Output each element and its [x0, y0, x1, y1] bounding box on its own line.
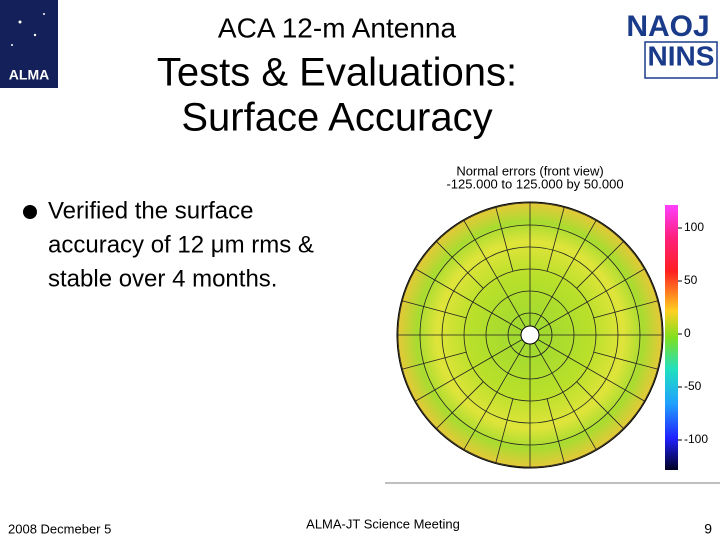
grid-spoke [495, 398, 514, 464]
bullet-line: Verified the surface [48, 197, 253, 224]
grid-spoke [537, 339, 646, 402]
grid-spoke [435, 381, 484, 430]
bullet-line: accuracy of 12 μm rms & [48, 231, 314, 258]
subtitle: ACA 12-m Antenna [218, 12, 457, 43]
grid-spoke [546, 398, 565, 464]
colorbar-tick-label: 100 [684, 220, 704, 234]
colorbar-tick-label: 0 [684, 326, 691, 340]
nins-logo-box [644, 41, 718, 79]
dish-center [520, 325, 540, 345]
footer-date: 2008 Decmeber 5 [8, 521, 111, 536]
colorbar-tick-label: -50 [684, 379, 702, 393]
footer-event: ALMA-JT Science Meeting [306, 516, 460, 531]
grid-spoke [463, 219, 526, 328]
bullet-dot [23, 205, 37, 219]
alma-logo-text: ALMA [9, 67, 49, 83]
title-line: Tests & Evaluations: [157, 51, 517, 95]
nins-logo-text: NINS [648, 40, 715, 71]
grid-spoke [401, 351, 467, 370]
grid-spoke [576, 381, 625, 430]
grid-spoke [534, 342, 597, 451]
grid-spoke [546, 206, 565, 272]
title-line: Surface Accuracy [181, 96, 492, 140]
grid-spoke [463, 342, 526, 451]
page-number: 9 [704, 521, 712, 537]
grid-spoke [495, 206, 514, 272]
colorbar [665, 205, 678, 470]
grid-spoke [435, 240, 484, 289]
grid-spoke [537, 268, 646, 331]
grid-spoke [401, 300, 467, 319]
grid-spoke [414, 268, 523, 331]
grid-spoke [576, 240, 625, 289]
figure-range: -125.000 to 125.000 by 50.000 [446, 176, 623, 191]
dish-grid [397, 202, 663, 468]
grid-spoke [593, 351, 659, 370]
star [43, 13, 45, 15]
grid-spoke [534, 219, 597, 328]
bullet-line: stable over 4 months. [48, 265, 277, 292]
star [33, 33, 37, 37]
naoj-logo-text: NAOJ [626, 10, 709, 43]
colorbar-tick-label: 50 [684, 273, 698, 287]
colorbar-tick-label: -100 [684, 432, 708, 446]
figure-title: Normal errors (front view) [456, 163, 603, 178]
star [11, 44, 13, 46]
grid-spoke [593, 300, 659, 319]
alma-logo [0, 0, 58, 88]
grid-spoke [414, 339, 523, 402]
star [18, 20, 22, 24]
